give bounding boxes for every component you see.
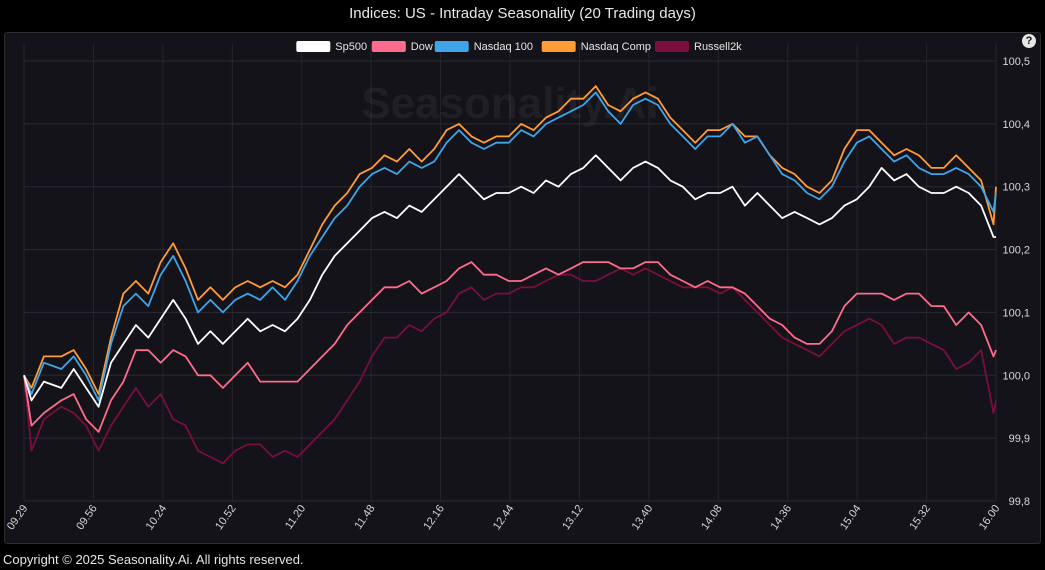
- x-tick-label: 11.20: [283, 503, 308, 532]
- x-tick-label: 11.48: [352, 503, 377, 532]
- legend-item-nasdaq-comp[interactable]: Nasdaq Comp: [541, 41, 651, 53]
- y-tick-label: 100,1: [1002, 307, 1030, 319]
- series-group: [23, 85, 997, 465]
- x-tick-label: 10.52: [213, 503, 239, 532]
- legend-item-nasdaq-100[interactable]: Nasdaq 100: [434, 41, 533, 53]
- y-axis: 99,8 99,9 100,0 100,1 100,2 100,3 100,4 100,5: [1002, 56, 1030, 508]
- x-tick-label: 09.29: [5, 503, 31, 532]
- series-line-russell2k: [23, 267, 997, 465]
- legend-label: Sp500: [335, 41, 367, 53]
- x-tick-label: 10.24: [144, 503, 170, 532]
- x-tick-label: 13.40: [630, 503, 656, 532]
- x-tick-label: 09.56: [74, 503, 100, 532]
- series-line-nasdaq-comp: [23, 85, 997, 395]
- x-tick-label: 16.00: [977, 503, 1003, 532]
- series-line-nasdaq-100: [23, 91, 997, 402]
- x-axis: 09.29 09.56 10.24 10.52 11.20 11.48 12.16 12.44…: [5, 503, 1003, 532]
- legend-swatch: [371, 41, 406, 52]
- help-button[interactable]: ?: [1022, 34, 1036, 48]
- legend-item-russell2k[interactable]: Russell2k: [655, 41, 742, 53]
- x-tick-label: 12.16: [421, 503, 447, 532]
- y-tick-label: 99,8: [1009, 496, 1030, 508]
- x-tick-label: 15.32: [907, 503, 933, 532]
- legend-label: Dow: [411, 41, 433, 53]
- legend-label: Nasdaq Comp: [581, 41, 651, 53]
- x-tick-label: 12.44: [491, 503, 517, 532]
- x-tick-label: 14.36: [769, 503, 795, 532]
- y-tick-label: 100,3: [1002, 182, 1030, 194]
- x-tick-label: 13.12: [560, 503, 586, 532]
- legend-swatch: [541, 41, 576, 52]
- y-tick-label: 100,0: [1002, 370, 1030, 382]
- legend-label: Nasdaq 100: [474, 41, 533, 53]
- legend-item-dow[interactable]: Dow: [371, 41, 433, 53]
- legend-swatch: [296, 41, 331, 52]
- series-line-dow: [23, 261, 997, 433]
- legend: Sp500 Dow Nasdaq 100 Nasdaq Comp Russell2k: [296, 41, 742, 53]
- y-tick-label: 100,2: [1002, 245, 1030, 257]
- grid: [23, 44, 997, 502]
- x-tick-label: 15.04: [838, 503, 864, 532]
- chart-title: Indices: US - Intraday Seasonality (20 T…: [349, 5, 696, 22]
- series-line-sp500: [23, 154, 996, 408]
- legend-swatch: [434, 41, 469, 52]
- legend-item-sp500[interactable]: Sp500: [296, 41, 367, 53]
- y-tick-label: 100,5: [1002, 56, 1030, 68]
- y-tick-label: 100,4: [1002, 119, 1030, 131]
- legend-swatch: [655, 41, 689, 52]
- watermark: Seasonality.Ai: [361, 79, 659, 128]
- x-tick-label: 14.08: [699, 503, 725, 532]
- copyright-text: Copyright © 2025 Seasonality.Ai. All rig…: [3, 552, 304, 567]
- y-tick-label: 99,9: [1009, 433, 1030, 445]
- legend-label: Russell2k: [694, 41, 742, 53]
